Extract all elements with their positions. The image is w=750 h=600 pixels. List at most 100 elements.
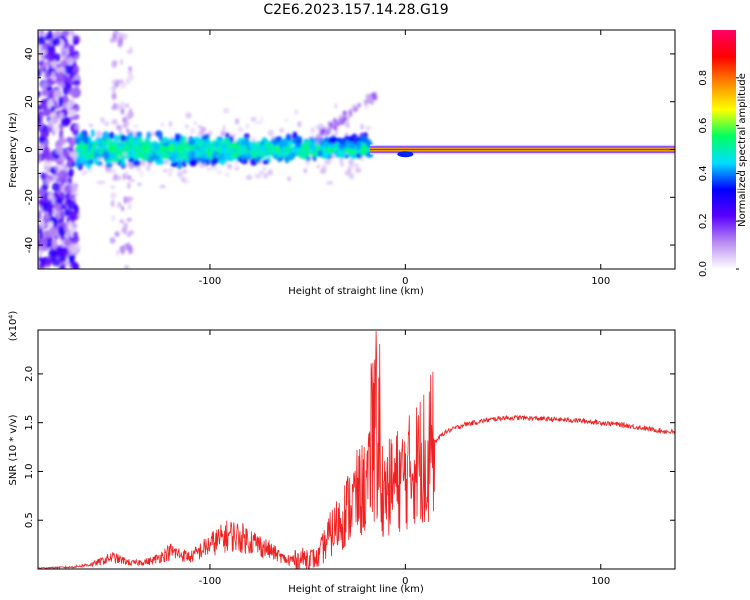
heat-cell xyxy=(58,225,65,236)
heat-cell xyxy=(291,146,300,154)
snr-plot-area xyxy=(38,330,675,569)
heat-cell xyxy=(326,181,334,185)
colorbar-label: Normalized spectral amplitude xyxy=(737,73,748,227)
heat-cell xyxy=(323,150,330,159)
heat-cell xyxy=(334,103,338,109)
heat-cell xyxy=(109,237,116,244)
heat-cell xyxy=(303,167,308,174)
heat-cell xyxy=(68,194,76,200)
heat-cell xyxy=(269,146,277,152)
heat-cell xyxy=(117,202,122,209)
heat-cell xyxy=(38,153,42,164)
heat-cell xyxy=(73,230,79,240)
heat-cell xyxy=(330,124,335,130)
heat-cell xyxy=(162,168,168,173)
heat-cell xyxy=(108,131,115,140)
heat-cell xyxy=(130,178,135,183)
heat-cell xyxy=(70,87,80,98)
heat-cell xyxy=(111,119,119,125)
heat-cell xyxy=(140,145,148,151)
heat-cell xyxy=(51,182,60,192)
heat-cell xyxy=(104,167,112,172)
heat-cell xyxy=(48,190,53,200)
heat-cell xyxy=(169,154,177,164)
heat-cell xyxy=(125,77,131,85)
snr-y-label: SNR (10 * v/v) xyxy=(8,414,19,485)
heat-cell xyxy=(344,121,350,128)
spectrogram-y-label: Frequency (Hz) xyxy=(8,112,19,188)
heat-cell xyxy=(295,142,302,148)
heat-cell xyxy=(342,154,347,159)
heat-cell xyxy=(55,145,64,156)
heat-cell xyxy=(64,233,70,240)
heat-cell xyxy=(269,150,276,157)
heat-cell xyxy=(226,147,234,152)
heat-cell xyxy=(142,162,146,168)
heat-cell xyxy=(121,248,125,255)
heat-cell xyxy=(204,159,209,165)
heat-cell xyxy=(118,125,122,132)
heat-cell xyxy=(202,126,207,131)
heat-cell xyxy=(137,182,142,187)
heat-cell xyxy=(67,100,75,108)
heat-cell xyxy=(139,170,144,178)
heat-cell xyxy=(360,135,367,143)
heat-cell xyxy=(189,127,196,135)
heat-cell xyxy=(134,140,140,146)
heat-cell xyxy=(222,124,226,132)
heat-cell xyxy=(342,110,347,116)
heat-cell xyxy=(336,149,342,158)
heat-cell xyxy=(222,147,227,154)
heat-cell xyxy=(55,245,62,256)
heat-cell xyxy=(127,203,132,210)
heat-cell xyxy=(38,249,43,257)
x-tick-label: 0 xyxy=(402,576,408,587)
heat-cell xyxy=(128,230,135,235)
heat-cell xyxy=(168,171,172,177)
snr-panel: -100 0 100 0.5 1.0 1.5 2.0 Height of straight… xyxy=(8,311,676,595)
heat-cell xyxy=(44,70,50,77)
heat-cell xyxy=(111,92,117,100)
heat-cell xyxy=(59,169,66,179)
heat-cell xyxy=(69,141,75,149)
snr-series xyxy=(38,331,675,569)
heat-cell xyxy=(64,184,73,194)
heat-cell xyxy=(47,52,56,62)
heat-cell xyxy=(110,192,117,199)
y-tick-label: 40 xyxy=(24,48,35,61)
heat-cell xyxy=(328,143,336,149)
heat-cell xyxy=(101,140,109,145)
heat-cell xyxy=(159,185,166,189)
heat-cell xyxy=(242,144,247,152)
heat-cell xyxy=(38,114,42,125)
heat-cell xyxy=(127,196,134,201)
heat-cell xyxy=(248,140,257,150)
heat-cell xyxy=(350,153,357,160)
heat-cell xyxy=(132,159,141,167)
heat-cell xyxy=(38,263,43,269)
heat-cell xyxy=(50,105,55,113)
heat-cell xyxy=(259,170,265,175)
heat-cell xyxy=(372,94,377,100)
heat-cell xyxy=(117,142,125,150)
heat-cell xyxy=(56,72,66,84)
colorbar: 0.0 0.2 0.4 0.6 0.8 Normalized spectral ampl… xyxy=(698,30,748,277)
heat-cell xyxy=(245,174,253,180)
heat-cell xyxy=(76,147,84,155)
colorbar-tick-label: 0.0 xyxy=(698,261,709,277)
heat-cell xyxy=(338,117,343,123)
heat-cell xyxy=(196,151,203,157)
heat-cell xyxy=(103,120,110,127)
heat-cell xyxy=(123,33,128,40)
heat-cell xyxy=(68,109,76,117)
heat-cell xyxy=(64,238,72,246)
y-tick-label: 1.0 xyxy=(24,463,35,479)
heat-cell xyxy=(127,182,131,190)
heat-cell xyxy=(128,157,135,163)
heat-cell xyxy=(70,261,79,269)
colorbar-tick-label: 0.8 xyxy=(698,70,709,86)
heat-cell xyxy=(69,44,75,55)
heat-cell xyxy=(70,184,77,193)
heat-cell xyxy=(369,99,374,105)
